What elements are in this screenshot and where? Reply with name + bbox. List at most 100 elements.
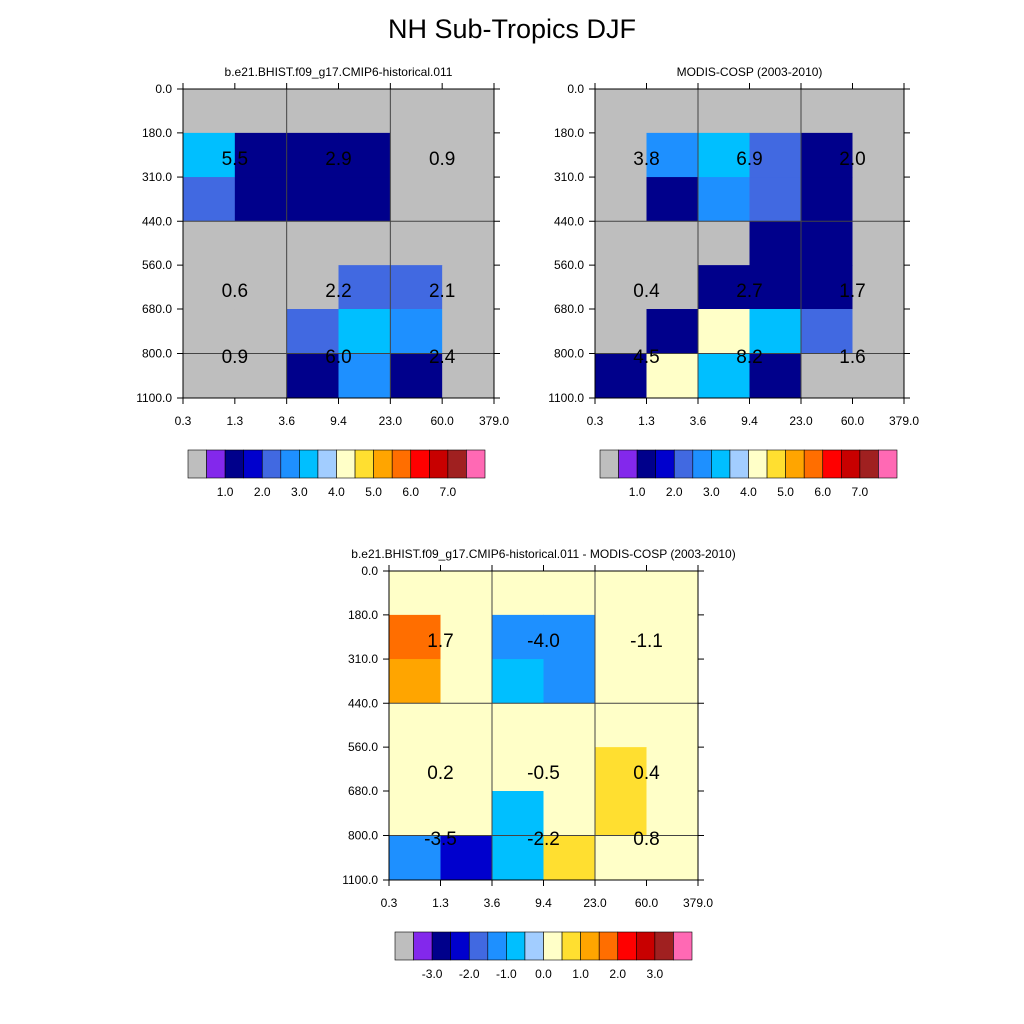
colorbar-swatch [468,931,489,961]
heatmap-cell [183,353,236,399]
y-tick-label: 180.0 [554,126,584,140]
heatmap-cell [698,89,750,134]
colorbar-swatch [803,449,824,479]
heatmap-cell [338,265,391,310]
box-value-label: 2.2 [325,281,351,302]
heatmap-cell [286,353,339,399]
colorbar-label: 6.0 [814,485,831,499]
y-tick-label: 560.0 [142,258,172,272]
heatmap-cell [543,571,596,616]
heatmap-cell [595,659,647,704]
colorbar-swatch [636,931,656,961]
colorbar-label: 3.0 [291,485,308,499]
colorbar-swatch [373,449,393,479]
colorbar-label: 3.0 [703,485,720,499]
colorbar-swatch [654,931,674,961]
heatmap-cell [749,132,802,178]
heatmap-cell [749,309,802,355]
colorbar-swatch [859,449,879,479]
heatmap-cell [234,221,288,266]
heatmap-cell [595,309,647,355]
colorbar-label: 2.0 [609,967,626,981]
box-value-label: 8.2 [736,347,762,368]
colorbar-swatch [354,449,374,479]
y-tick-label: 1100.0 [342,873,378,887]
colorbar-swatch [394,931,414,961]
y-tick-label: 310.0 [348,652,378,666]
box-value-label: 0.9 [222,347,248,368]
box-value-label: -2.2 [527,829,560,850]
colorbar-swatch [429,449,449,479]
colorbar-swatch [524,931,544,961]
colorbar-swatch [785,449,805,479]
heatmap-cell [595,221,647,266]
colorbar-swatch [336,449,356,479]
colorbar-label: 1.0 [572,967,589,981]
heatmap-cell [646,703,699,748]
heatmap-cell [543,614,596,660]
colorbar-swatch [822,449,842,479]
colorbar-swatch [692,449,712,479]
y-tick-label: 800.0 [348,829,378,843]
box-value-label: 0.9 [429,149,455,170]
heatmap-cell [389,571,441,616]
heatmap-cell [749,265,802,310]
heatmap-cell [852,309,905,355]
colorbar-label: 1.0 [629,485,646,499]
colorbar-swatch [410,449,430,479]
y-tick-label: 680.0 [348,784,378,798]
y-tick-label: 310.0 [142,170,172,184]
heatmap-panel-2: MODIS-COSP (2003-2010) 0.3 1.3 3.6 9.4 23.0 60… [548,65,919,499]
box-value-label: -1.1 [630,631,663,652]
heatmap-cell [389,791,441,837]
heatmap-cell [442,89,495,134]
heatmap-cell [234,265,288,310]
colorbar-swatch [299,449,319,479]
x-tick-label: 3.6 [484,896,501,910]
heatmap-cell [183,309,236,355]
colorbar-swatch [729,449,749,479]
x-tick-label: 60.0 [635,896,659,910]
heatmap-cell [801,309,853,355]
y-tick-label: 680.0 [554,302,584,316]
colorbar-swatch [599,449,619,479]
heatmap-panel-1: b.e21.BHIST.f09_g17.CMIP6-historical.011… [136,65,509,499]
colorbar-swatch [580,931,600,961]
heatmap-cell [698,353,750,399]
heatmap-cell [492,835,544,881]
x-tick-label: 23.0 [379,414,403,428]
heatmap-cell [646,659,699,704]
box-value-label: 5.5 [222,149,248,170]
colorbar-swatch [673,931,693,961]
heatmap-cell [492,747,544,792]
colorbar-swatch [280,449,300,479]
heatmap-cell [646,835,699,881]
heatmap-cell [543,703,596,748]
heatmap-cell [492,571,544,616]
heatmap-cell [749,177,802,222]
box-value-label: 1.6 [839,347,865,368]
y-tick-label: 560.0 [348,740,378,754]
x-tick-label: 0.3 [175,414,192,428]
box-value-label: 6.0 [325,347,351,368]
colorbar-swatch [598,931,619,961]
colorbar-swatch [711,449,731,479]
y-tick-label: 0.0 [155,82,172,96]
colorbar-label: -3.0 [422,967,443,981]
colorbar-swatch [673,449,694,479]
x-tick-label: 1.3 [432,896,449,910]
colorbar-label: 1.0 [217,485,234,499]
heatmap-cell [646,571,699,616]
heatmap-cell [183,265,236,310]
heatmap-cell [492,791,544,837]
heatmap-cell [234,353,288,399]
heatmap-cell [183,177,236,222]
y-tick-label: 560.0 [554,258,584,272]
heatmap-cell [440,614,493,660]
heatmap-cell [338,309,391,355]
heatmap-cell [234,132,288,178]
heatmap-cell [646,309,699,355]
heatmap-cell [852,265,905,310]
heatmap-cell [234,309,288,355]
heatmap-cell [286,89,339,134]
